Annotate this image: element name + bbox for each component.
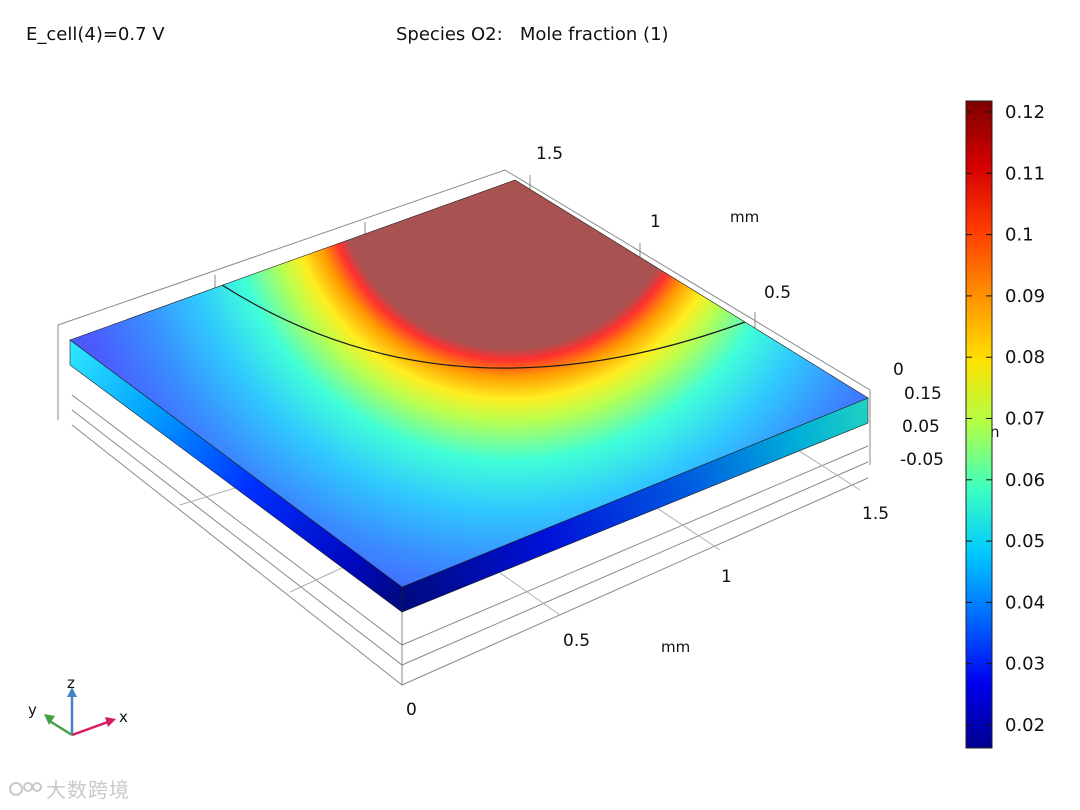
triad-y-label: y xyxy=(28,701,37,719)
colorbar-tick-label: 0.09 xyxy=(1005,286,1045,307)
tick-top-0-5: 0.5 xyxy=(764,283,791,303)
tick-front-1: 1 xyxy=(721,567,732,587)
watermark-text: 大数跨境 xyxy=(46,778,130,802)
colorbar-tick-label: 0.06 xyxy=(1005,470,1045,491)
watermark: 大数跨境 xyxy=(8,774,130,804)
colorbar-ticks: 0.12 0.11 0.1 0.09 0.08 0.07 0.06 0.05 0.04 0.03 0… xyxy=(966,102,1045,736)
tick-top-1: 1 xyxy=(650,212,661,232)
tick-z-0-15: 0.15 xyxy=(904,384,942,404)
tick-top-1-5: 1.5 xyxy=(536,144,563,164)
axis-unit-z-fragment: n xyxy=(990,423,1000,441)
tick-z-0-05: 0.05 xyxy=(902,417,940,437)
colorbar-tick-label: 0.1 xyxy=(1005,225,1034,246)
colorbar-tick-label: 0.05 xyxy=(1005,531,1045,552)
tick-z-neg-0-05: -0.05 xyxy=(900,450,944,470)
plot-title: Species O2: Mole fraction (1) xyxy=(396,24,669,45)
colorbar-tick-label: 0.03 xyxy=(1005,654,1045,675)
plot-expression-label: E_cell(4)=0.7 V xyxy=(26,24,165,45)
front-axis-ticks: 1.5 1 0.5 mm 0 xyxy=(406,504,889,720)
tick-front-1-5: 1.5 xyxy=(862,504,889,524)
top-axis-ticks: 1.5 1 mm 0.5 0 xyxy=(536,144,904,380)
colorbar-gradient xyxy=(965,100,993,749)
colorbar-tick-label: 0.08 xyxy=(1005,347,1045,368)
inlet-boundary-arc xyxy=(221,284,746,369)
tick-top-0: 0 xyxy=(893,360,904,380)
colorbar-tick-label: 0.12 xyxy=(1005,102,1045,123)
z-axis-ticks: 0.15 0.05 -0.05 n xyxy=(900,384,1000,470)
triad-z-label: z xyxy=(67,674,75,692)
colorbar-tick-label: 0.11 xyxy=(1005,163,1045,184)
colorbar-tick-label: 0.07 xyxy=(1005,409,1045,430)
tick-front-0: 0 xyxy=(406,700,417,720)
axis-orientation-triad: z x y xyxy=(28,674,128,737)
triad-x-axis xyxy=(71,720,109,737)
colorbar: 0.12 0.11 0.1 0.09 0.08 0.07 0.06 0.05 0.04 0.03 0… xyxy=(965,100,1045,749)
axis-unit-front: mm xyxy=(661,638,690,656)
watermark-logo-icon xyxy=(8,779,42,804)
colorbar-tick-label: 0.04 xyxy=(1005,592,1045,613)
tick-front-0-5: 0.5 xyxy=(563,631,590,651)
triad-x-label: x xyxy=(119,708,128,726)
axis-unit-top: mm xyxy=(730,208,759,226)
slab-top-surface xyxy=(69,179,869,588)
colorbar-tick-label: 0.02 xyxy=(1005,715,1045,736)
triad-y-axis xyxy=(47,718,73,737)
